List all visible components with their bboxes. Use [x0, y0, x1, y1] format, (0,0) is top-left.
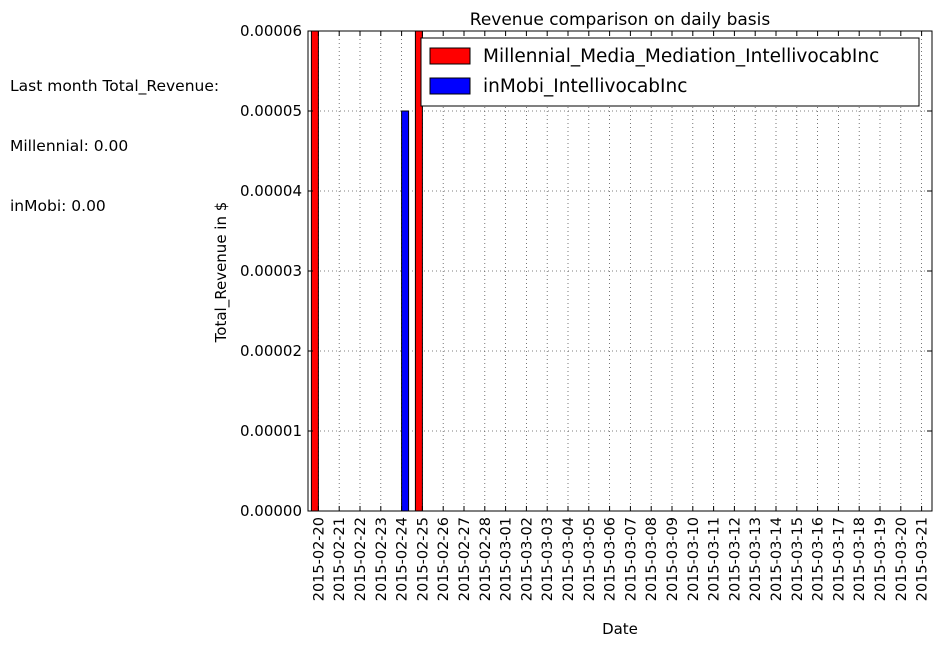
x-tick-label: 2015-03-03 [540, 517, 556, 601]
x-tick-label: 2015-02-20 [311, 517, 327, 601]
x-tick-label: 2015-03-14 [769, 517, 785, 601]
x-tick-label: 2015-03-02 [519, 517, 535, 601]
chart-title: Revenue comparison on daily basis [470, 10, 771, 30]
x-tick-label: 2015-03-07 [623, 517, 639, 601]
summary-inmobi: inMobi: 0.00 [10, 197, 106, 215]
x-tick-label: 2015-02-27 [457, 517, 473, 601]
x-tick-label: 2015-02-21 [332, 517, 348, 601]
y-tick-label: 0.00000 [240, 502, 302, 520]
x-tick-label: 2015-03-16 [811, 517, 827, 601]
x-tick-label: 2015-02-28 [478, 517, 494, 601]
y-axis-label: Total_Revenue in $ [212, 202, 231, 344]
axes-layer: 0.00000 0.00001 0.00002 0.00003 0.00004 0.000… [240, 22, 933, 601]
revenue-summary-note: Last month Total_Revenue: Millennial: 0.… [10, 36, 219, 236]
x-tick-label: 2015-03-17 [831, 517, 847, 601]
summary-heading: Last month Total_Revenue: [10, 77, 220, 95]
y-tick-label: 0.00003 [240, 262, 302, 280]
x-tick-label: 2015-03-15 [790, 517, 806, 601]
y-tick-label: 0.00002 [240, 342, 302, 360]
x-tick-label: 2015-03-01 [499, 517, 515, 601]
x-tick-label: 2015-03-12 [727, 517, 743, 601]
x-tick-label: 2015-02-22 [353, 517, 369, 601]
y-tick-label: 0.00005 [240, 102, 302, 120]
grid-layer [308, 30, 932, 512]
y-tick-label: 0.00004 [240, 182, 302, 200]
x-tick-label: 2015-03-21 [915, 517, 931, 601]
x-tick-label: 2015-03-08 [644, 517, 660, 601]
x-tick-label: 2015-03-04 [561, 517, 577, 601]
x-axis-label: Date [602, 620, 638, 638]
x-tick-label: 2015-03-13 [748, 517, 764, 601]
legend-label-millennial: Millennial_Media_Mediation_IntellivocabI… [483, 46, 879, 67]
y-tick-label: 0.00006 [240, 22, 302, 40]
x-tick-label: 2015-03-19 [873, 517, 889, 601]
x-tick-label: 2015-03-06 [603, 517, 619, 601]
legend-swatch-inmobi [429, 77, 471, 95]
x-tick-label: 2015-02-23 [374, 517, 390, 601]
legend: Millennial_Media_Mediation_IntellivocabI… [420, 37, 920, 107]
x-tick-label: 2015-02-24 [395, 517, 411, 601]
bar-inmobi [401, 110, 410, 512]
y-tick-label: 0.00001 [240, 422, 302, 440]
legend-label-inmobi: inMobi_IntellivocabInc [483, 76, 687, 97]
x-tick-label: 2015-03-10 [686, 517, 702, 601]
summary-millennial: Millennial: 0.00 [10, 137, 129, 155]
x-tick-label: 2015-03-05 [582, 517, 598, 601]
x-tick-label: 2015-03-11 [707, 517, 723, 601]
legend-swatch-millennial [429, 47, 471, 65]
legend-box [420, 37, 920, 107]
x-tick-label: 2015-03-20 [894, 517, 910, 601]
x-tick-label: 2015-03-18 [852, 517, 868, 601]
x-tick-label: 2015-02-25 [415, 517, 431, 601]
x-tick-label: 2015-03-09 [665, 517, 681, 601]
x-tick-label: 2015-02-26 [436, 517, 452, 601]
